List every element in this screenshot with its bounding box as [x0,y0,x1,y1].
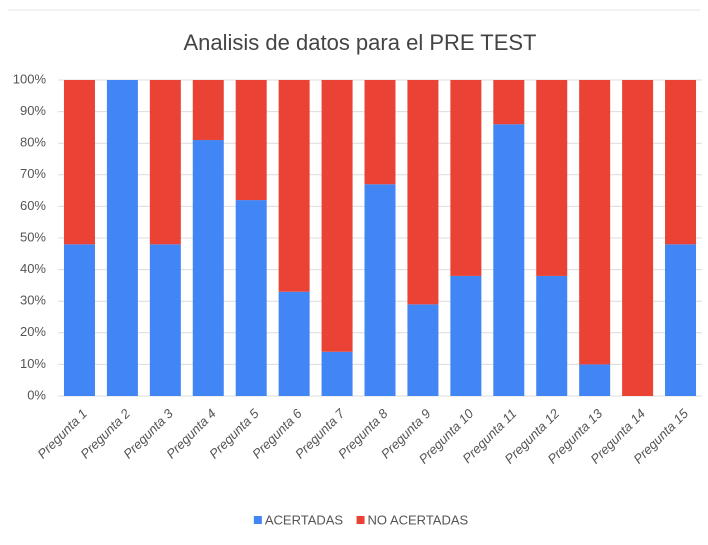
bar-segment [407,80,439,305]
bar-segment [450,80,482,276]
bar-segment [579,80,611,365]
bar-segment [63,244,95,396]
bar-segment [450,275,482,396]
bar-segment [278,291,310,396]
bar-segment [364,184,396,396]
y-tick-label: 0% [27,387,46,402]
bar-segment [278,80,310,292]
bar-segment [493,124,525,397]
bar-segment [665,244,697,396]
legend-swatch [253,516,262,524]
bar-segment [407,304,439,396]
bar-segment [235,200,267,396]
bar-segment [106,80,138,396]
legend-label: ACERTADAS [265,512,344,527]
bar-segment [63,80,95,245]
chart-title: Analisis de datos para el PRE TEST [184,30,537,55]
bar-segment [321,351,353,396]
bar-segment [364,80,396,185]
bar-segment [149,80,181,245]
y-tick-label: 100% [13,71,47,86]
bar-segment [192,140,224,396]
y-tick-label: 60% [20,198,46,213]
y-tick-label: 20% [20,324,46,339]
bar-segment [665,80,697,245]
bar-segment [321,80,353,352]
bar-segment [192,80,224,141]
y-tick-label: 80% [20,135,46,150]
bar-segment [536,80,568,276]
bar-segment [493,80,525,125]
bar-segment [622,80,654,396]
y-tick-label: 90% [20,103,46,118]
bar-segment [149,244,181,396]
legend-label: NO ACERTADAS [368,512,469,527]
bar-segment [536,275,568,396]
y-tick-label: 30% [20,293,46,308]
y-tick-label: 40% [20,261,46,276]
bar-segment [579,364,611,396]
y-tick-label: 70% [20,166,46,181]
y-tick-label: 10% [20,356,46,371]
bar-segment [235,80,267,201]
y-tick-label: 50% [20,229,46,244]
legend-swatch [356,516,365,524]
